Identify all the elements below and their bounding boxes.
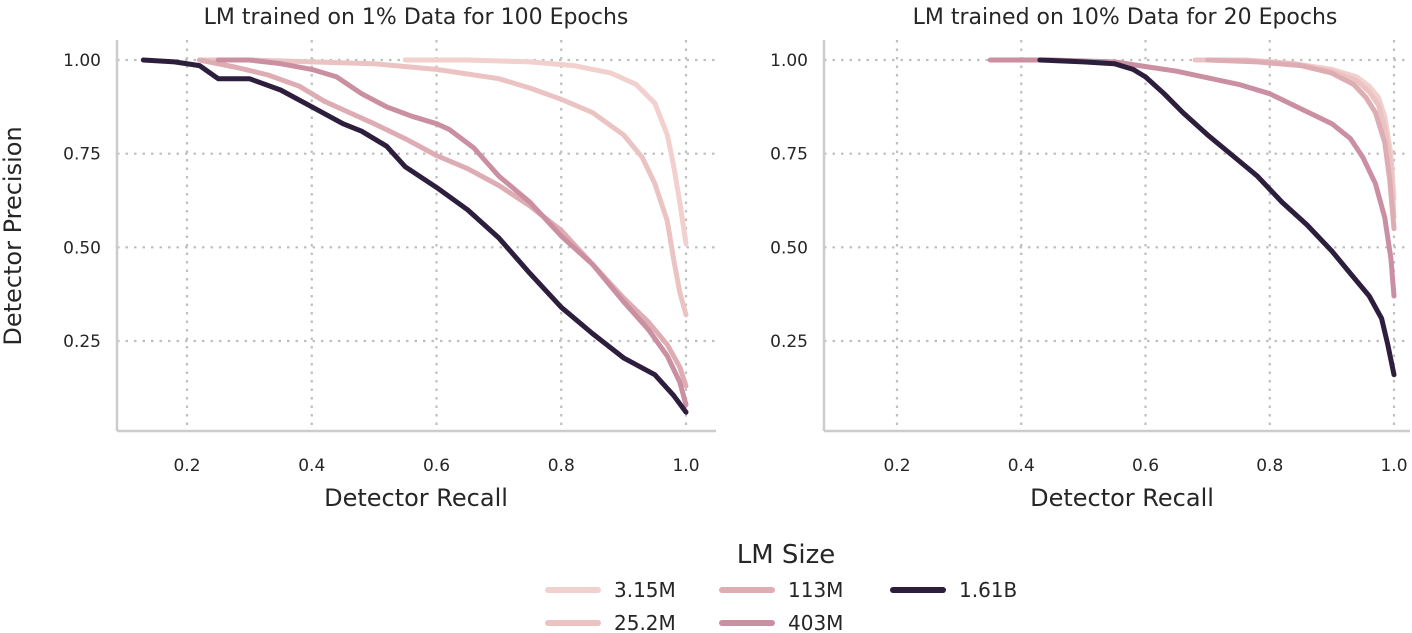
tick-labels-right: 0.2 0.4 0.6 0.8 1.0 0.25 0.50 0.75 1.00 <box>770 51 1407 476</box>
y-tick-label: 0.75 <box>770 145 808 165</box>
series-lines-right <box>987 57 1397 378</box>
legend-title: LM Size <box>737 540 836 570</box>
x-tick-label: 0.2 <box>883 456 910 476</box>
series-line-113m <box>197 57 689 389</box>
panel-right: LM trained on 10% Data for 20 Epochs Det… <box>770 5 1410 512</box>
y-axis-label: Detector Precision <box>0 126 27 345</box>
grid-left <box>117 40 716 431</box>
y-tick-label: 1.00 <box>63 51 101 71</box>
x-tick-label: 0.2 <box>173 456 200 476</box>
x-axis-label-left: Detector Recall <box>324 484 508 512</box>
series-line-403m <box>987 57 1397 299</box>
grid-right <box>824 40 1410 431</box>
x-axis-label-right: Detector Recall <box>1030 484 1214 512</box>
y-tick-label: 0.50 <box>63 238 101 258</box>
y-tick-label: 0.25 <box>770 332 808 352</box>
series-line-25-2m <box>197 57 689 318</box>
y-tick-label: 0.50 <box>770 238 808 258</box>
y-tick-label: 1.00 <box>770 51 808 71</box>
series-lines-left <box>140 57 689 415</box>
x-tick-label: 0.4 <box>1008 456 1035 476</box>
x-tick-label: 0.6 <box>423 456 450 476</box>
y-tick-label: 0.25 <box>63 332 101 352</box>
x-tick-label: 0.4 <box>298 456 325 476</box>
tick-labels-left: 0.2 0.4 0.6 0.8 1.0 0.25 0.50 0.75 1.00 <box>63 51 699 476</box>
legend-label-113m: 113M <box>788 578 843 602</box>
series-line-3-15m <box>402 57 689 247</box>
legend-items: 3.15M 25.2M 113M 403M 1.61B <box>545 578 1017 633</box>
panel-title-left: LM trained on 1% Data for 100 Epochs <box>204 5 629 30</box>
legend: LM Size 3.15M 25.2M 113M 403M 1.61B <box>545 540 1017 633</box>
x-tick-label: 1.0 <box>1380 456 1407 476</box>
legend-label-1-61b: 1.61B <box>959 578 1017 602</box>
legend-label-25-2m: 25.2M <box>614 611 676 633</box>
panel-left: LM trained on 1% Data for 100 Epochs Det… <box>63 5 716 512</box>
series-line-113m <box>1205 57 1397 232</box>
x-tick-label: 1.0 <box>672 456 699 476</box>
series-line-403m <box>215 57 689 408</box>
series-line-1-61b <box>1037 57 1397 378</box>
x-tick-label: 0.8 <box>548 456 575 476</box>
x-tick-label: 0.8 <box>1256 456 1283 476</box>
panel-title-right: LM trained on 10% Data for 20 Epochs <box>913 5 1338 30</box>
x-tick-label: 0.6 <box>1132 456 1159 476</box>
y-tick-label: 0.75 <box>63 145 101 165</box>
legend-label-403m: 403M <box>788 611 843 633</box>
series-line-1-61b <box>140 57 689 415</box>
legend-label-3-15m: 3.15M <box>614 578 676 602</box>
